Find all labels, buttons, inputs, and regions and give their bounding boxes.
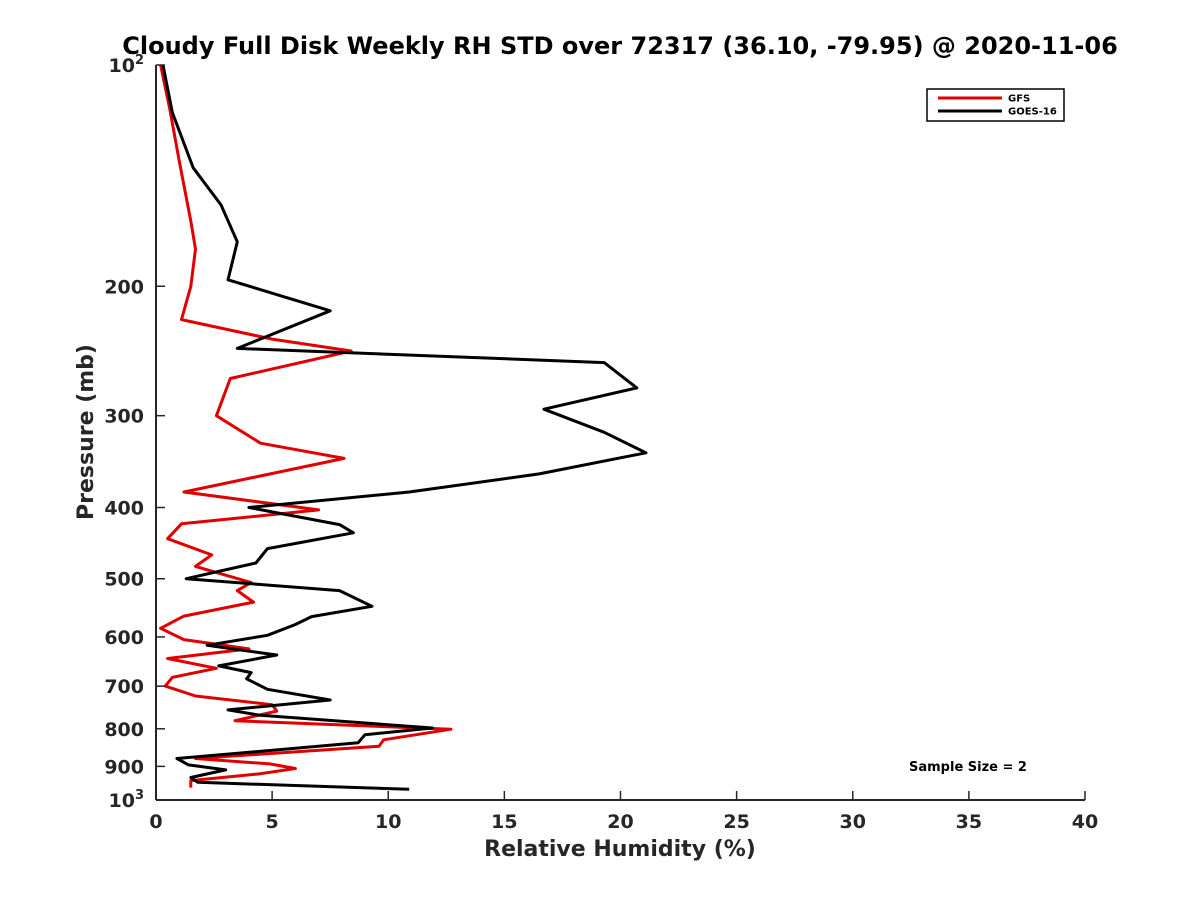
y-axis-label: Pressure (mb) [74, 344, 99, 520]
x-tick-label: 30 [840, 811, 866, 833]
y-tick-label: 700 [104, 676, 144, 698]
y-tick-exponent: 3 [135, 788, 144, 803]
x-tick-label: 5 [266, 811, 279, 833]
series-group [159, 64, 648, 791]
y-tick-label: 102 [109, 53, 145, 77]
y-tick-exponent: 2 [135, 53, 144, 68]
legend-box [926, 88, 1065, 122]
x-tick-label: 10 [375, 811, 401, 833]
sample-size-annotation: Sample Size = 2 [909, 760, 1027, 775]
series-line-goes16 [161, 64, 648, 791]
x-tick-label: 15 [491, 811, 517, 833]
y-tick-label: 900 [104, 756, 144, 778]
x-tick-label: 20 [607, 811, 633, 833]
y-tick-label: 600 [104, 627, 144, 649]
x-ticks: 0 5 10 15 20 25 30 35 40 [149, 791, 1098, 833]
x-axis-label: Relative Humidity (%) [484, 837, 756, 862]
x-tick-label: 35 [956, 811, 982, 833]
legend: GFS GOES-16 [926, 88, 1065, 122]
legend-label-gfs: GFS [1008, 94, 1030, 105]
y-tick-label: 800 [104, 719, 144, 741]
y-tick-label: 300 [104, 406, 144, 428]
y-tick-label: 500 [104, 569, 144, 591]
x-tick-label: 0 [149, 811, 162, 833]
y-tick-base: 10 [109, 55, 135, 77]
y-tick-label: 200 [104, 276, 144, 298]
x-tick-label: 25 [723, 811, 749, 833]
series-line-gfs [159, 64, 453, 788]
y-tick-label: 400 [104, 498, 144, 520]
y-tick-label: 103 [109, 788, 145, 812]
y-tick-base: 10 [109, 790, 135, 812]
x-tick-label: 40 [1072, 811, 1098, 833]
legend-label-goes16: GOES-16 [1008, 107, 1057, 118]
chart-title: Cloudy Full Disk Weekly RH STD over 7231… [122, 32, 1118, 60]
